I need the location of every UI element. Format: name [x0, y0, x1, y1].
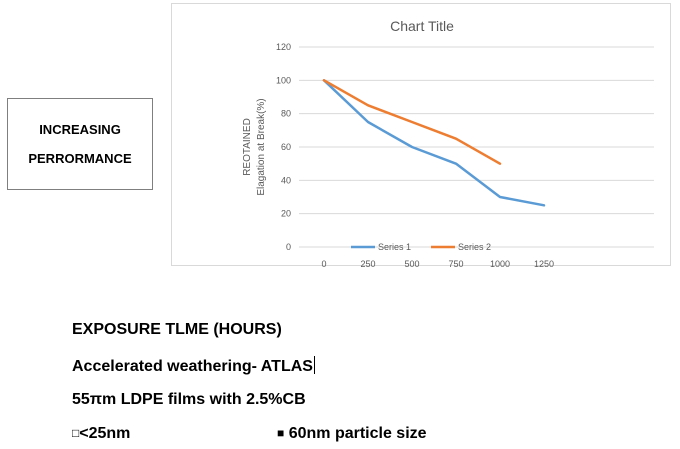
x-tick-label-1000: 1000 — [490, 259, 510, 267]
text-cursor — [313, 356, 315, 374]
filled-square-icon: ■ — [277, 426, 285, 440]
x-tick-label-250: 250 — [360, 259, 375, 267]
legend-label-series-2: Series 2 — [458, 242, 491, 252]
y-tick-label-60: 60 — [281, 142, 291, 152]
y-axis-label-line-2: Elagation at Break(%) — [256, 98, 267, 195]
performance-label-line-2: PERRORMANCE — [28, 151, 132, 166]
y-tick-label-120: 120 — [276, 42, 291, 52]
caption-weathering: Accelerated weathering- ATLAS — [72, 356, 315, 376]
marker-open-label: <25nm — [79, 425, 131, 442]
caption-film: 55πm LDPE films with 2.5%CB — [72, 391, 306, 408]
marker-filled-label: 60nm particle size — [284, 425, 427, 442]
y-tick-label-100: 100 — [276, 75, 291, 85]
x-tick-label-0: 0 — [321, 259, 326, 267]
line-chart: Chart Title 0 20 40 60 80 100 120 0 250 500 750 1000… — [242, 18, 654, 267]
marker-filled-item: ■ 60nm particle size — [277, 425, 427, 443]
y-tick-label-0: 0 — [286, 242, 291, 252]
caption-weathering-text: Accelerated weathering- ATLAS — [72, 358, 313, 375]
open-square-icon: □ — [72, 426, 80, 440]
x-tick-label-750: 750 — [448, 259, 463, 267]
legend-label-series-1: Series 1 — [378, 242, 411, 252]
chart-area: Chart Title 0 20 40 60 80 100 120 0 250 500 750 1000… — [171, 3, 671, 267]
y-tick-label-80: 80 — [281, 109, 291, 119]
x-tick-label-1250: 1250 — [534, 259, 554, 267]
performance-label-box: INCREASING PERRORMANCE — [7, 98, 153, 190]
x-tick-label-500: 500 — [404, 259, 419, 267]
series-line-1 — [322, 79, 546, 207]
caption-exposure-time: EXPOSURE TLME (HOURS) — [72, 321, 282, 338]
series-line-2 — [322, 79, 502, 165]
y-axis-label-line-1: REOTAINED — [242, 118, 253, 176]
chart-title: Chart Title — [390, 18, 454, 34]
y-tick-label-40: 40 — [281, 175, 291, 185]
y-tick-label-20: 20 — [281, 209, 291, 219]
performance-label-line-1: INCREASING — [39, 122, 121, 137]
marker-open-item: □<25nm — [72, 425, 130, 443]
